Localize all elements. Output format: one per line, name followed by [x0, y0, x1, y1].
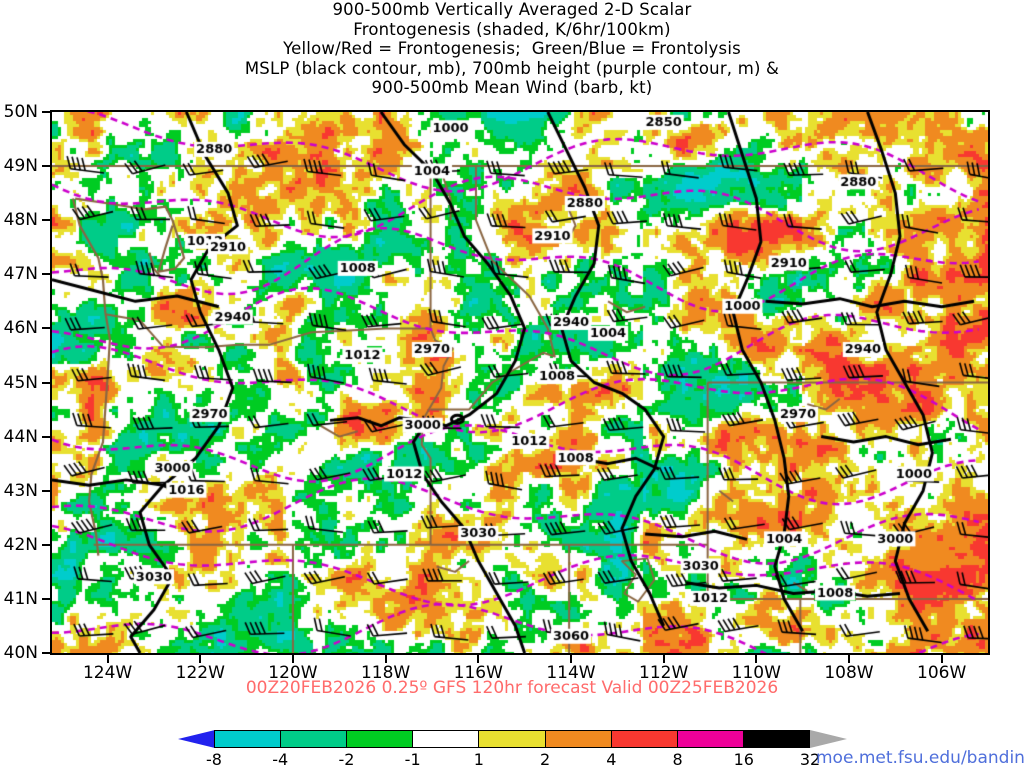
y-axis-label: 49N [3, 156, 38, 177]
colorbar-segment [677, 731, 744, 747]
y-axis-tick [42, 165, 50, 168]
map-plot-area[interactable] [50, 110, 990, 655]
y-axis-tick [42, 327, 50, 330]
x-axis-label: 110W [731, 663, 781, 683]
colorbar: -8 -4 -2 -1 1 2 4 8 16 32 [178, 730, 847, 769]
x-axis-tick [940, 655, 943, 663]
forecast-caption: 00Z20FEB2026 0.25º GFS 120hr forecast Va… [245, 678, 779, 698]
colorbar-tick-label: -4 [272, 750, 289, 769]
x-axis-tick [106, 655, 109, 663]
x-axis-tick [477, 655, 480, 663]
colorbar-tick-label: -1 [404, 750, 421, 769]
y-axis-label: 48N [3, 210, 38, 231]
colorbar-tick-label: 2 [540, 750, 551, 769]
y-axis-label: 42N [3, 534, 38, 555]
y-axis-tick [42, 273, 50, 276]
colorbar-segment [347, 731, 414, 747]
x-axis-label: 120W [268, 663, 318, 683]
x-axis-label: 112W [639, 663, 689, 683]
colorbar-segment [215, 731, 282, 747]
x-axis-tick [384, 655, 387, 663]
x-axis-label: 114W [546, 663, 596, 683]
x-axis-tick [199, 655, 202, 663]
x-axis-tick [847, 655, 850, 663]
colorbar-segment [743, 731, 809, 747]
colorbar-tick-label: -2 [338, 750, 355, 769]
x-axis-label: 116W [453, 663, 503, 683]
x-axis-label: 106W [917, 663, 967, 683]
y-axis-label: 40N [3, 643, 38, 663]
y-axis-tick [42, 489, 50, 492]
colorbar-tick-label: 8 [672, 750, 683, 769]
title-line-3: Yellow/Red = Frontogenesis; Green/Blue =… [283, 39, 741, 59]
y-axis-label: 44N [3, 426, 38, 447]
title-line-5: 900-500mb Mean Wind (barb, kt) [371, 78, 653, 98]
colorbar-segment [611, 731, 678, 747]
watermark-link[interactable]: moe.met.fsu.edu/banding [816, 748, 1024, 768]
colorbar-segment [281, 731, 348, 747]
colorbar-segment [413, 731, 480, 747]
y-axis-tick [42, 111, 50, 113]
x-axis-label: 118W [360, 663, 411, 683]
x-axis-label: 108W [824, 663, 874, 683]
x-axis-tick [662, 655, 665, 663]
colorbar-segment [545, 731, 612, 747]
y-axis-label: 47N [3, 264, 38, 285]
map-canvas[interactable] [52, 112, 988, 653]
title-line-4: MSLP (black contour, mb), 700mb height (… [244, 58, 780, 78]
y-axis-label: 43N [3, 480, 38, 501]
y-axis-tick [42, 381, 50, 384]
x-axis-tick [755, 655, 758, 663]
y-axis-tick [42, 652, 50, 654]
y-axis-tick [42, 597, 50, 600]
title-line-2: Frontogenesis (shaded, K/6hr/100km) [353, 19, 671, 39]
y-axis-label: 46N [3, 318, 38, 339]
x-axis-tick [291, 655, 294, 663]
title-line-1: 900-500mb Vertically Averaged 2-D Scalar [332, 0, 692, 19]
colorbar-tick-label: 16 [733, 750, 754, 769]
x-axis-label: 122W [175, 663, 225, 683]
colorbar-tick-label: 1 [473, 750, 484, 769]
y-axis-tick [42, 435, 50, 438]
y-axis-label: 41N [3, 588, 38, 609]
colorbar-left-cap-arrow [178, 730, 215, 748]
colorbar-right-cap-arrow [810, 730, 847, 748]
y-axis-tick [42, 543, 50, 546]
x-axis-tick [569, 655, 572, 663]
colorbar-tick-label: -8 [206, 750, 222, 769]
y-axis-label: 45N [3, 372, 38, 393]
x-axis-label: 124W [82, 663, 133, 683]
page-title: 900-500mb Vertically Averaged 2-D Scalar… [0, 0, 1024, 98]
colorbar-segment [479, 731, 546, 747]
colorbar-tick-label: 32 [799, 750, 821, 769]
colorbar-segments [214, 730, 810, 748]
colorbar-tick-label: 4 [606, 750, 617, 769]
y-axis-tick [42, 219, 50, 222]
y-axis-label: 50N [3, 102, 38, 122]
